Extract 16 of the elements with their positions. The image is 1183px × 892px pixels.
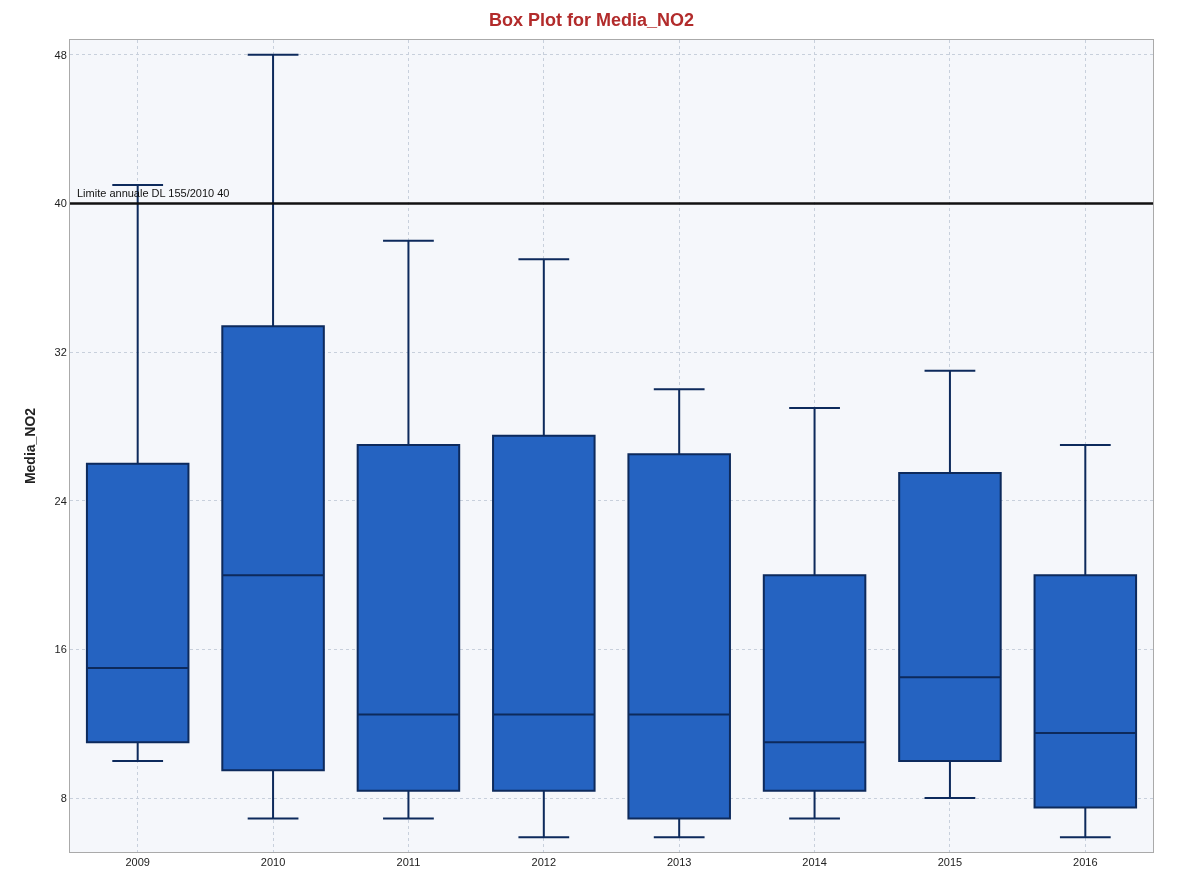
y-tick-label: 48	[54, 48, 67, 61]
x-tick-label: 2010	[260, 856, 286, 869]
x-tick-label: 2013	[666, 856, 692, 869]
x-tick-label: 2011	[396, 856, 421, 869]
x-tick-label: 2009	[125, 856, 150, 869]
y-tick-label: 40	[54, 197, 67, 210]
y-tick-label: 24	[54, 494, 67, 507]
chart-title: Box Plot for Media_NO2	[488, 9, 695, 30]
x-tick-label: 2014	[802, 856, 827, 869]
x-tick-label: 2015	[937, 856, 963, 869]
x-tick-label: 2016	[1073, 856, 1098, 869]
y-axis-title: Media_NO2	[22, 407, 39, 485]
y-tick-label: 32	[54, 346, 67, 359]
x-tick-label: 2012	[531, 856, 557, 869]
y-tick-label: 8	[60, 791, 67, 804]
y-tick-label: 16	[54, 643, 67, 656]
